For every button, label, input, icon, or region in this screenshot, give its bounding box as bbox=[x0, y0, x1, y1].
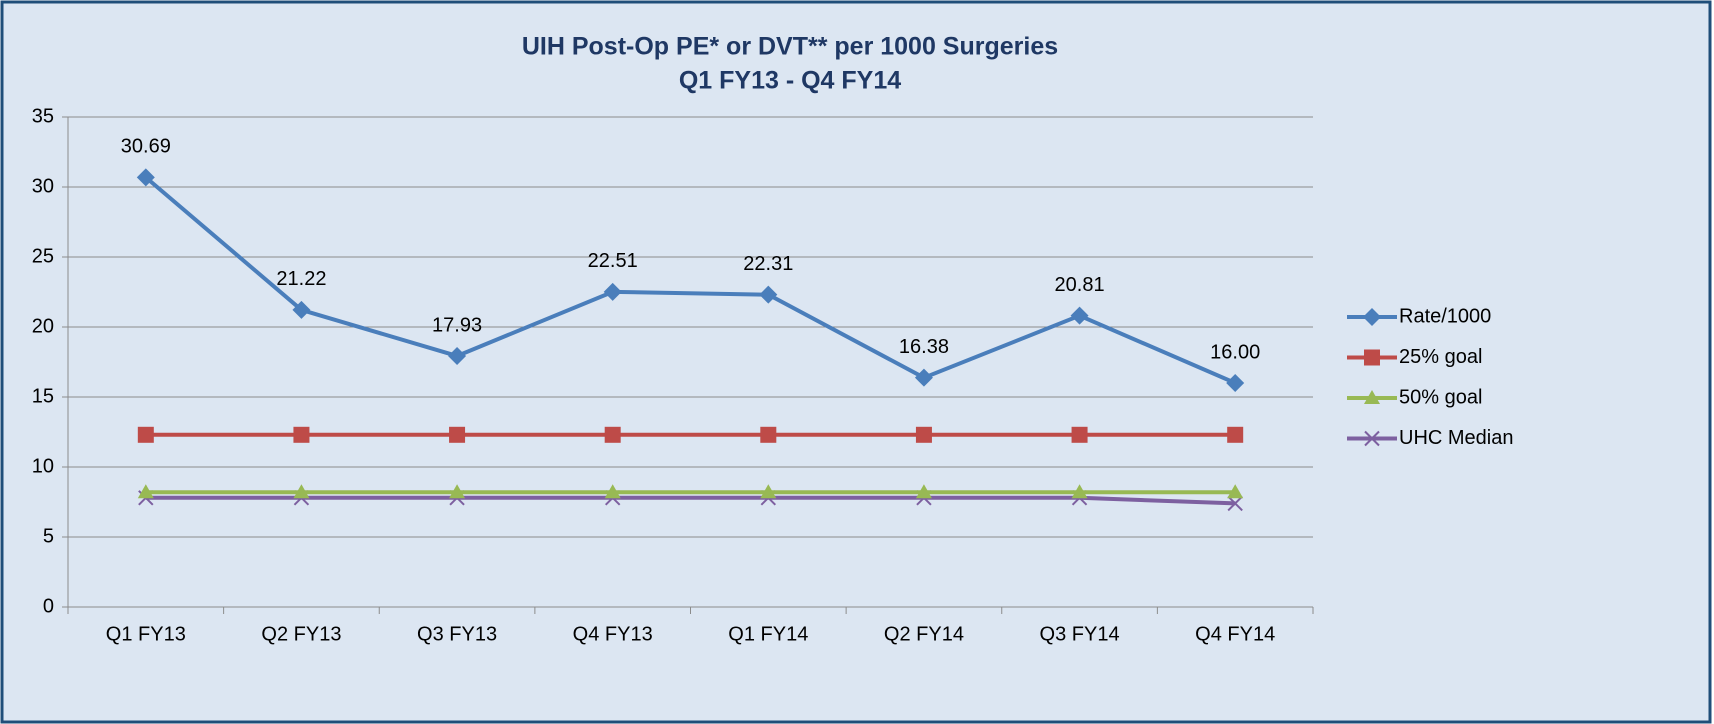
data-label: 22.31 bbox=[743, 253, 793, 275]
marker bbox=[760, 426, 777, 443]
legend-label: 50% goal bbox=[1399, 386, 1482, 408]
legend-label: 25% goal bbox=[1399, 346, 1482, 368]
marker bbox=[1071, 484, 1088, 499]
data-label: 21.22 bbox=[276, 268, 326, 290]
x-tick-label: Q2 FY13 bbox=[261, 623, 341, 645]
y-tick-label: 0 bbox=[43, 595, 54, 617]
marker bbox=[1070, 306, 1089, 325]
marker bbox=[759, 285, 778, 304]
marker bbox=[292, 300, 311, 319]
marker bbox=[1363, 308, 1381, 326]
marker bbox=[915, 426, 932, 443]
data-label: 16.38 bbox=[899, 336, 949, 358]
marker bbox=[137, 484, 154, 499]
series-line bbox=[144, 175, 1236, 385]
marker bbox=[1071, 426, 1088, 443]
y-tick-label: 30 bbox=[32, 175, 54, 197]
marker bbox=[1227, 495, 1243, 512]
y-tick-label: 15 bbox=[32, 385, 54, 407]
marker bbox=[1226, 374, 1245, 392]
marker bbox=[137, 426, 154, 443]
marker bbox=[604, 426, 621, 443]
y-tick-label: 20 bbox=[32, 315, 54, 337]
series-line bbox=[145, 495, 1236, 506]
x-tick-label: Q3 FY13 bbox=[417, 623, 497, 645]
x-tick-label: Q4 FY14 bbox=[1195, 623, 1275, 645]
marker bbox=[293, 426, 310, 443]
marker bbox=[915, 484, 932, 499]
y-tick-label: 35 bbox=[32, 105, 54, 127]
marker bbox=[914, 368, 933, 387]
marker bbox=[449, 484, 466, 499]
legend-label: Rate/1000 bbox=[1399, 305, 1491, 327]
x-tick-label: Q1 FY13 bbox=[106, 623, 186, 645]
marker bbox=[1227, 426, 1244, 443]
marker bbox=[449, 426, 466, 443]
marker bbox=[1227, 484, 1244, 499]
data-label: 16.00 bbox=[1210, 341, 1260, 363]
x-tick-label: Q4 FY13 bbox=[573, 623, 653, 645]
legend-label: UHC Median bbox=[1399, 427, 1513, 449]
data-label: 20.81 bbox=[1055, 274, 1105, 296]
y-tick-label: 5 bbox=[43, 525, 54, 547]
marker bbox=[1364, 430, 1380, 447]
marker bbox=[603, 282, 622, 301]
x-tick-label: Q2 FY14 bbox=[884, 623, 964, 645]
x-tick-label: Q3 FY14 bbox=[1040, 623, 1120, 645]
data-label: 17.93 bbox=[432, 314, 482, 336]
data-label: 22.51 bbox=[588, 250, 638, 272]
y-tick-label: 10 bbox=[32, 455, 54, 477]
data-label: 30.69 bbox=[121, 136, 171, 158]
marker bbox=[1364, 390, 1380, 404]
marker bbox=[448, 346, 467, 365]
marker bbox=[293, 484, 310, 499]
chart-title: UIH Post-Op PE* or DVT** per 1000 Surger… bbox=[522, 33, 1058, 61]
marker bbox=[136, 168, 155, 187]
marker bbox=[760, 484, 777, 499]
marker bbox=[1364, 349, 1380, 366]
chart-subtitle: Q1 FY13 - Q4 FY14 bbox=[679, 67, 901, 95]
marker bbox=[604, 484, 621, 499]
x-tick-label: Q1 FY14 bbox=[728, 623, 808, 645]
y-tick-label: 25 bbox=[32, 245, 54, 267]
